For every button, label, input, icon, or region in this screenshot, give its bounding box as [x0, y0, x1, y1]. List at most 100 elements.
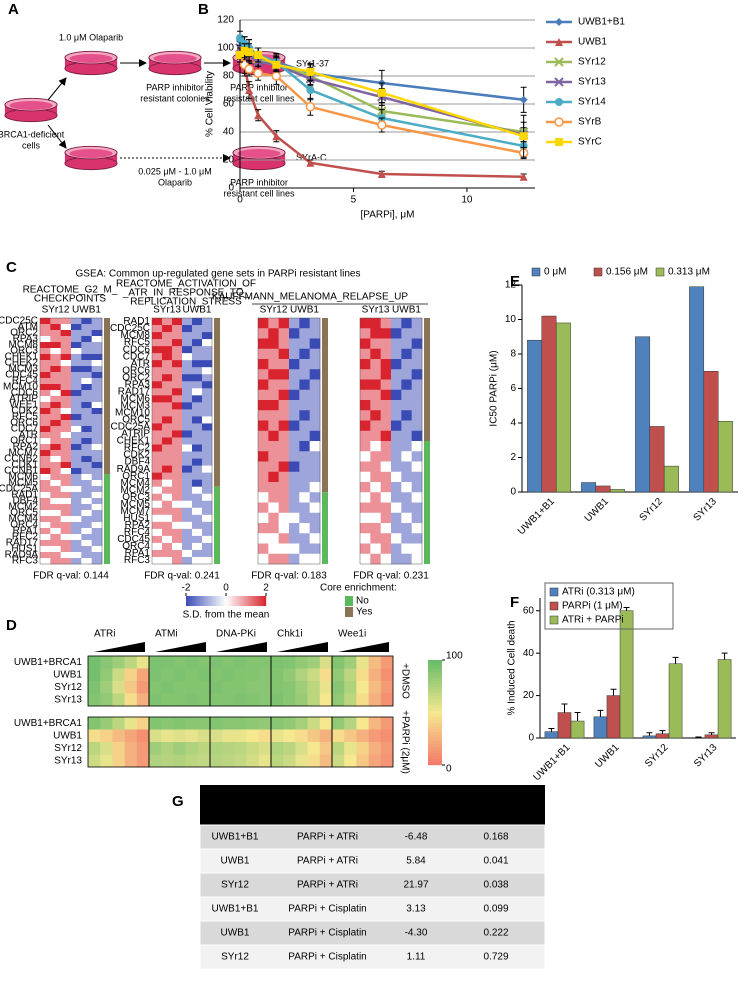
- heat-cell: [309, 338, 321, 350]
- diagram-text: resistant colonies: [140, 93, 210, 103]
- heat-cell: [299, 512, 310, 524]
- heat-cell: [185, 693, 199, 707]
- heat-cell: [401, 389, 412, 401]
- colorbar-cell: [214, 596, 217, 606]
- core-yes: [424, 318, 430, 441]
- heat-cell: [197, 754, 211, 768]
- heat-cell: [136, 681, 150, 694]
- colorbar-cell: [202, 596, 205, 606]
- colorbar-cell: [428, 669, 442, 673]
- heat-cell: [149, 693, 162, 707]
- heat-cell: [278, 461, 290, 473]
- legend-box: [544, 582, 674, 630]
- heat-cell: [40, 396, 51, 403]
- heat-cell: [202, 374, 213, 382]
- heat-cell: [152, 423, 163, 431]
- heat-cell: [60, 552, 72, 559]
- gene-label: MCM3: [121, 400, 151, 411]
- colorbar-cell: [428, 681, 442, 685]
- heat-cell: [149, 754, 162, 768]
- heat-cell: [185, 729, 199, 743]
- heat-cell: [88, 668, 101, 682]
- colorbar-cell: [186, 596, 189, 606]
- heat-cell: [50, 396, 61, 403]
- table-cell: UWB1: [221, 856, 250, 867]
- heat-cell: [192, 451, 203, 459]
- heat-cell: [202, 339, 213, 347]
- heat-cell: [124, 742, 138, 755]
- dose-wedge: [277, 642, 328, 652]
- heat-cell: [360, 543, 371, 555]
- heat-cell: [192, 535, 203, 544]
- heat-cell: [258, 533, 269, 544]
- heat-cell: [81, 444, 92, 451]
- heat-cell: [289, 379, 300, 391]
- heat-cell: [192, 479, 203, 487]
- heat-cell: [268, 543, 279, 555]
- heat-cell: [91, 354, 103, 361]
- heat-cell: [136, 717, 150, 730]
- colorbar-cell: [428, 690, 442, 694]
- heat-cell: [307, 668, 321, 682]
- heat-cell: [60, 450, 72, 457]
- heat-cell: [182, 395, 193, 403]
- heat-cell: [172, 346, 183, 354]
- heat-cell: [50, 504, 61, 511]
- heat-cell: [309, 451, 321, 462]
- bar: [642, 735, 657, 739]
- bar: [593, 716, 608, 739]
- heat-cell: [368, 693, 382, 707]
- heat-cell: [60, 522, 72, 529]
- marker: [306, 158, 315, 167]
- heat-cell: [152, 521, 163, 530]
- marker: [271, 71, 282, 81]
- heat-cell: [172, 353, 183, 361]
- heat-cell: [182, 318, 193, 326]
- heat-cell: [234, 668, 247, 682]
- heat-cell: [401, 523, 412, 534]
- heat-cell: [71, 384, 82, 391]
- colorbar-tick-label: 0: [223, 583, 229, 594]
- heat-cell: [258, 359, 269, 370]
- heatmap-frame: [39, 317, 103, 565]
- heat-cell: [50, 462, 61, 469]
- core-no: [322, 492, 328, 564]
- heat-cell: [71, 426, 82, 433]
- heat-cell: [344, 729, 357, 743]
- heat-cell: [401, 318, 412, 329]
- heat-cell: [246, 668, 260, 682]
- colorbar-cell: [428, 720, 442, 724]
- heat-cell: [50, 540, 61, 547]
- heat-cell: [192, 458, 203, 466]
- heat-cell: [202, 346, 213, 354]
- core-yes: [214, 318, 220, 487]
- panel-label: D: [6, 617, 17, 634]
- heat-cell: [268, 492, 279, 503]
- heat-cell: [50, 444, 61, 451]
- heat-cell: [152, 339, 163, 347]
- heat-cell: [60, 378, 72, 385]
- heat-cell: [172, 325, 183, 333]
- gene-set-title: CHECKPOINTS: [34, 294, 107, 305]
- heat-cell: [401, 410, 412, 421]
- heat-cell: [192, 395, 203, 403]
- heat-cell: [309, 523, 321, 534]
- heat-cell: [50, 438, 61, 445]
- heat-cell: [299, 328, 310, 339]
- heat-cell: [380, 441, 392, 452]
- panel-label: E: [510, 273, 520, 290]
- heat-cell: [71, 318, 82, 325]
- heatmap-frame: [257, 317, 321, 565]
- heat-cell: [234, 754, 247, 768]
- heat-cell: [81, 498, 92, 505]
- heat-cell: [258, 668, 272, 682]
- colorbar-tick-label: 2: [263, 583, 269, 594]
- heat-cell: [152, 416, 163, 424]
- heat-cell: [202, 353, 213, 361]
- heat-cell: [295, 681, 308, 694]
- heat-cell: [124, 681, 138, 694]
- table-cell: 0.729: [483, 952, 508, 963]
- heat-cell: [162, 479, 173, 487]
- heat-cell: [197, 717, 211, 730]
- colorbar-cell: [428, 684, 442, 688]
